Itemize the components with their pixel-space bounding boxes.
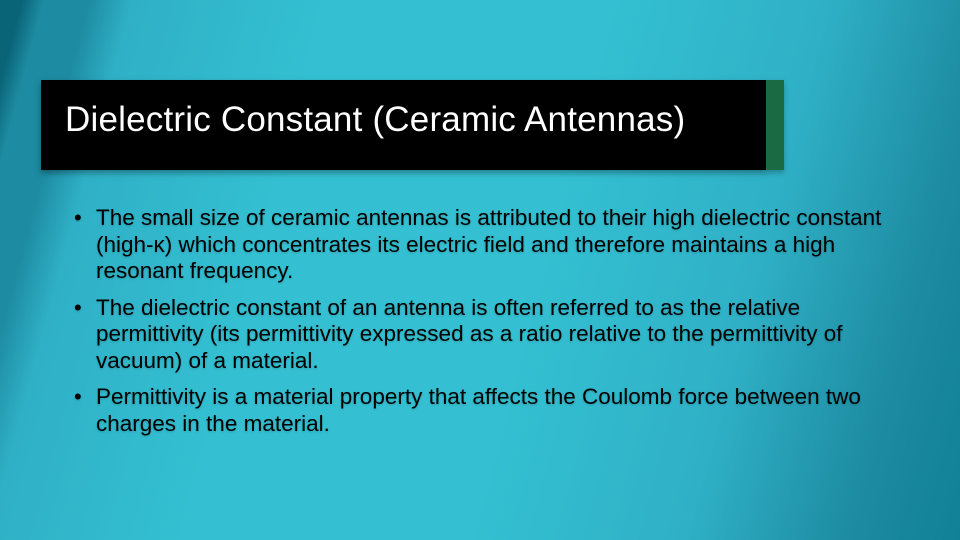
bullet-item: Permittivity is a material property that… bbox=[72, 384, 892, 437]
title-accent-bar bbox=[766, 80, 784, 170]
bullet-item: The dielectric constant of an antenna is… bbox=[72, 295, 892, 375]
slide-body: The small size of ceramic antennas is at… bbox=[72, 205, 892, 447]
slide: Dielectric Constant (Ceramic Antennas) T… bbox=[0, 0, 960, 540]
bullet-list: The small size of ceramic antennas is at… bbox=[72, 205, 892, 437]
slide-title: Dielectric Constant (Ceramic Antennas) bbox=[65, 100, 685, 140]
bullet-item: The small size of ceramic antennas is at… bbox=[72, 205, 892, 285]
